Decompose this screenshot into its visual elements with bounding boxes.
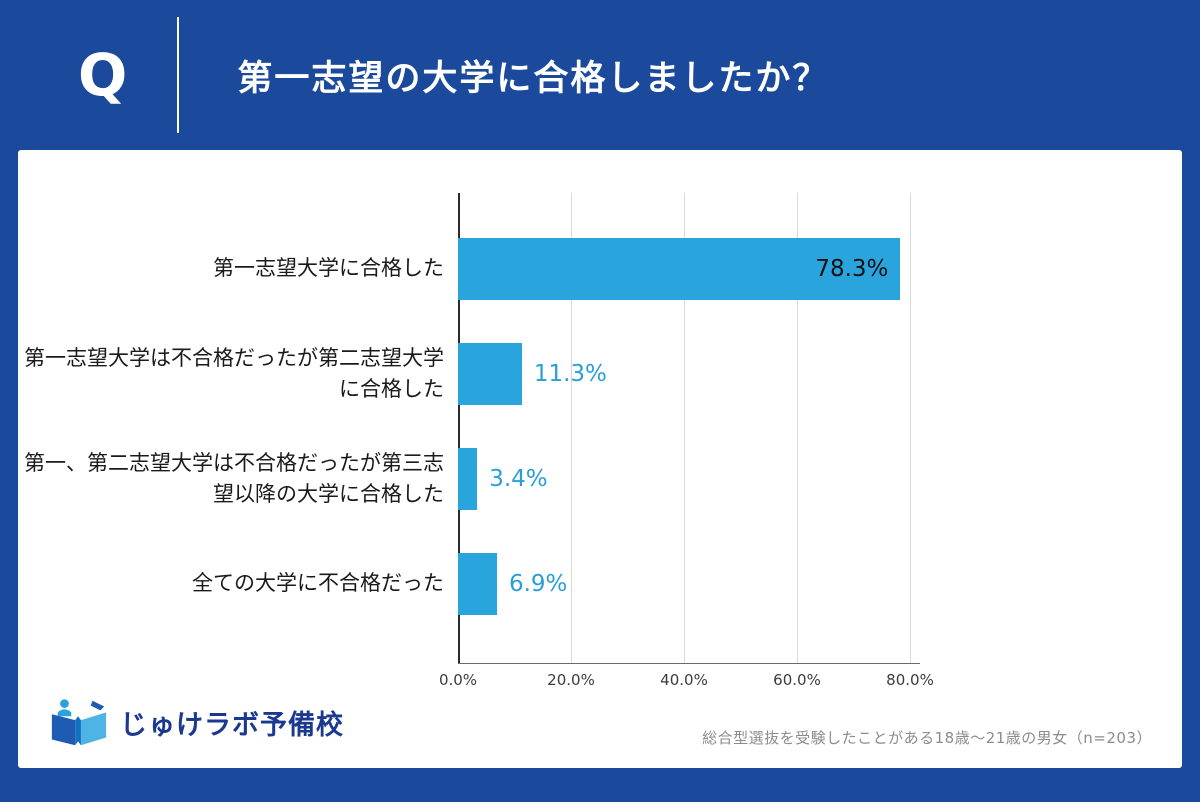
bar-track: 3.4% (458, 426, 1182, 531)
card-footer: じゅけラボ予備校 総合型選抜を受験したことがある18歳～21歳の男女（n=203… (48, 696, 1152, 748)
bar: 78.3% (458, 237, 901, 300)
x-tick-label: 40.0% (660, 671, 708, 689)
x-axis: 0.0% 20.0% 40.0% 60.0% 80.0% (439, 671, 1182, 701)
logo-text: じゅけラボ予備校 (120, 709, 344, 741)
chart-card: 第一志望大学に合格した 78.3% 第一志望大学は不合格だったが第二志望大学に合格し… (18, 150, 1182, 768)
chart-row: 第一、第二志望大学は不合格だったが第三志望以降の大学に合格した 3.4% (18, 426, 1182, 531)
gridline (910, 193, 911, 663)
gridline (684, 193, 685, 663)
value-label: 3.4% (489, 465, 548, 492)
bar-track: 6.9% (458, 531, 1182, 636)
y-axis-line (458, 193, 460, 663)
value-label: 78.3% (815, 255, 889, 282)
logo: じゅけラボ予備校 (48, 696, 344, 748)
question-mark: Q (78, 41, 128, 109)
category-label: 第一、第二志望大学は不合格だったが第三志望以降の大学に合格した (24, 451, 444, 506)
category-label: 全ての大学に不合格だった (192, 571, 444, 596)
bar-track: 11.3% (458, 321, 1182, 426)
category-label: 第一志望大学は不合格だったが第二志望大学に合格した (24, 346, 444, 401)
x-tick-label: 0.0% (438, 671, 478, 689)
header: Q 第一志望の大学に合格しましたか？ (0, 0, 1200, 150)
logo-icon (51, 699, 107, 746)
chart-row: 全ての大学に不合格だった 6.9% (18, 531, 1182, 636)
value-label: 11.3% (533, 360, 607, 387)
plot-area: 第一志望大学に合格した 78.3% 第一志望大学は不合格だったが第二志望大学に合格し… (18, 193, 1182, 664)
x-tick-label: 60.0% (773, 671, 821, 689)
value-label: 6.9% (508, 570, 568, 597)
chart-row: 第一志望大学は不合格だったが第二志望大学に合格した 11.3% (18, 321, 1182, 426)
header-divider (177, 17, 180, 133)
bar (458, 342, 522, 405)
x-tick-label: 20.0% (547, 671, 595, 689)
bar-track: 78.3% (458, 216, 1182, 321)
bar (458, 552, 497, 615)
gridline (571, 193, 572, 663)
chart-row: 第一志望大学に合格した 78.3% (18, 216, 1182, 321)
gridline (797, 193, 798, 663)
question-title: 第一志望の大学に合格しましたか？ (237, 58, 830, 99)
x-axis-line (458, 663, 920, 664)
bar-chart: 第一志望大学に合格した 78.3% 第一志望大学は不合格だったが第二志望大学に合格し… (18, 193, 1182, 701)
gridlines (458, 193, 938, 663)
chart-rows: 第一志望大学に合格した 78.3% 第一志望大学は不合格だったが第二志望大学に合格し… (18, 216, 1182, 636)
bar (458, 447, 478, 510)
category-label: 第一志望大学に合格した (213, 256, 444, 281)
footer-note: 総合型選抜を受験したことがある18歳～21歳の男女（n=203） (702, 729, 1152, 747)
x-tick-label: 80.0% (886, 671, 934, 689)
